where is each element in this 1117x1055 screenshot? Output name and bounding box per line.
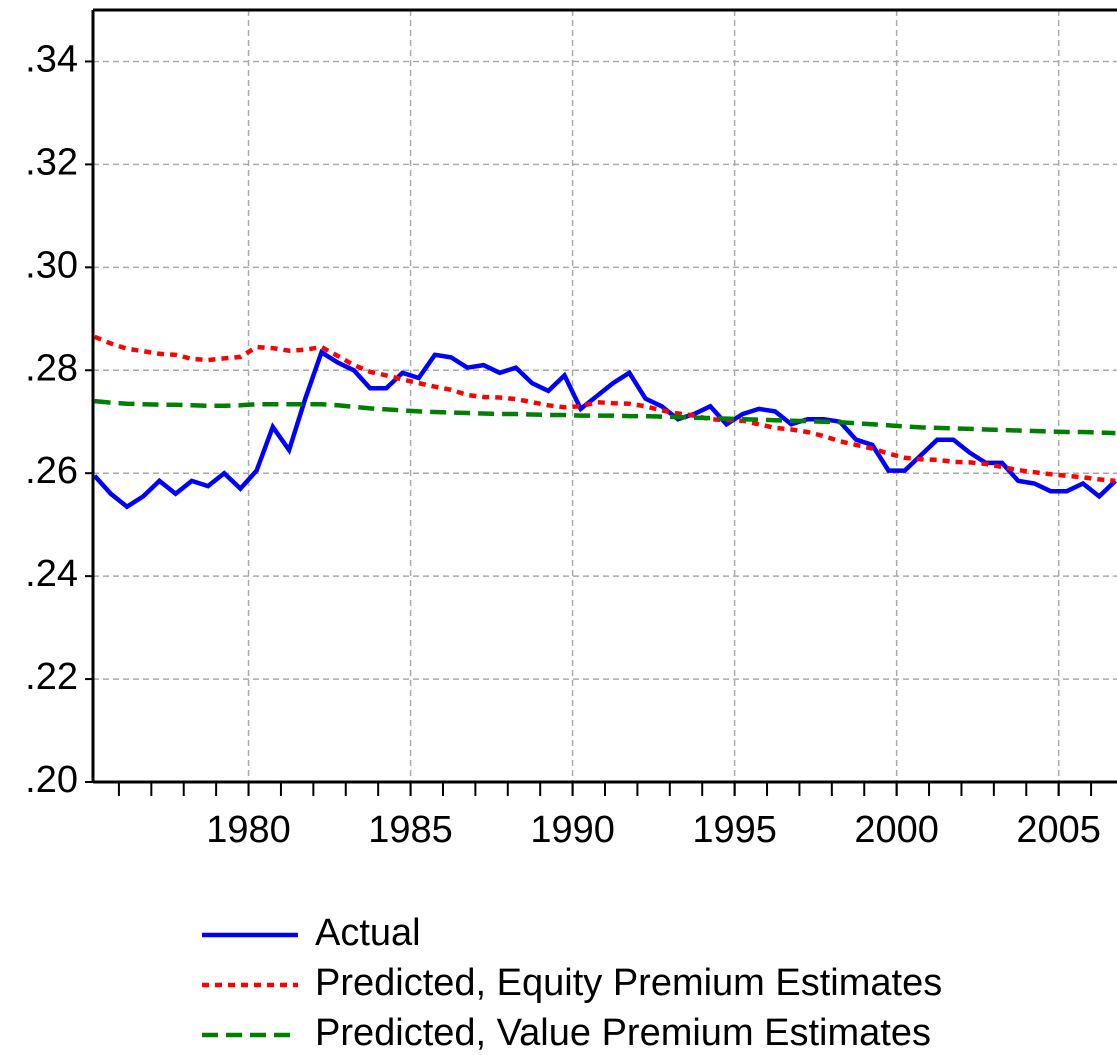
x-tick-label: 1985 (368, 809, 453, 851)
y-tick-label: .22 (25, 656, 78, 698)
x-tick-label: 1980 (206, 809, 291, 851)
x-tick-label: 2000 (854, 809, 939, 851)
x-tick-label: 1995 (692, 809, 777, 851)
legend-label: Predicted, Value Premium Estimates (315, 1012, 931, 1054)
y-tick-label: .20 (25, 759, 78, 801)
x-tick-label: 2005 (1016, 809, 1101, 851)
series-line (94, 398, 1116, 436)
legend-label: Predicted, Equity Premium Estimates (315, 962, 942, 1004)
y-tick-label: .30 (25, 244, 78, 286)
y-tick-label: .24 (25, 553, 78, 595)
y-tick-label: .34 (25, 38, 78, 80)
legend-label: Actual (315, 912, 421, 954)
series-line (93, 348, 1117, 510)
series-line (93, 334, 1116, 484)
x-tick-label: 1990 (530, 809, 615, 851)
y-tick-label: .32 (25, 141, 78, 183)
y-tick-label: .26 (25, 450, 78, 492)
y-tick-label: .28 (25, 347, 78, 389)
